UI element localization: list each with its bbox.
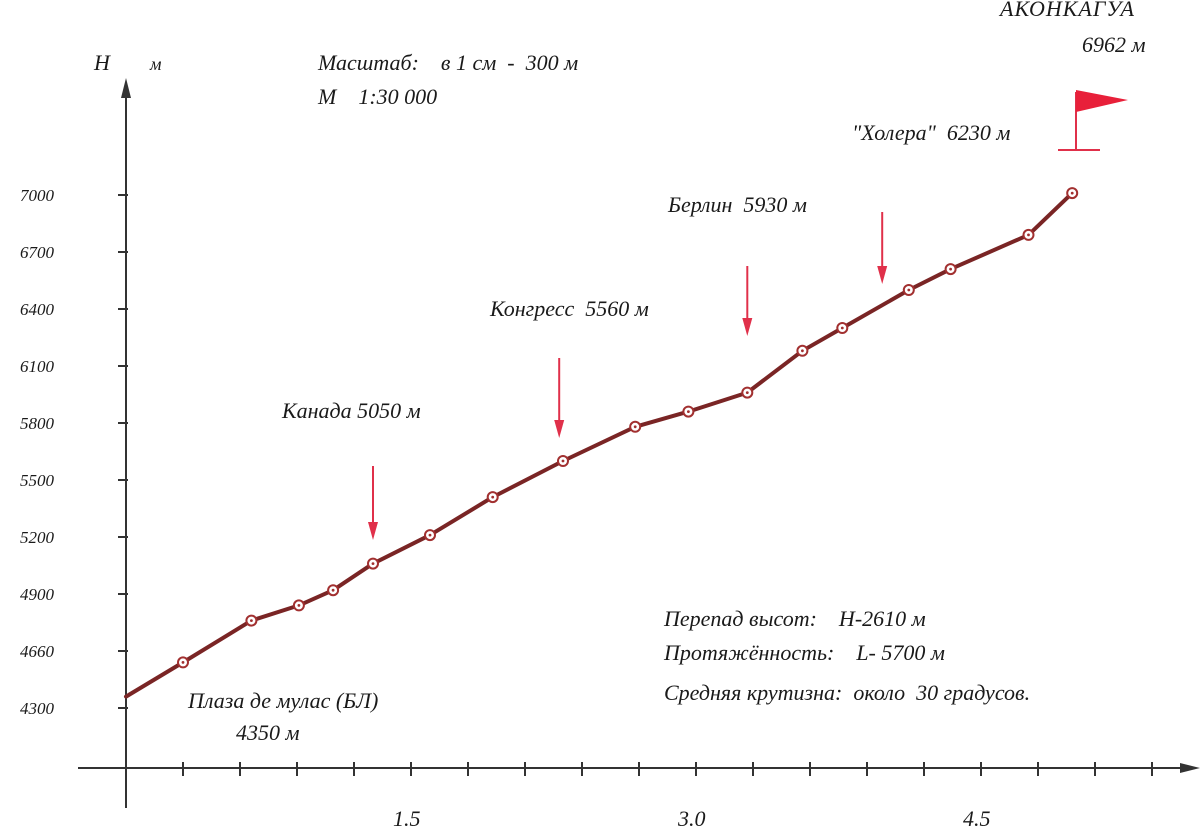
x-tick-label: 3.0 <box>677 806 706 831</box>
x-axis-arrowhead <box>1180 763 1200 773</box>
route-point-center <box>297 604 301 607</box>
route-point-center <box>687 410 690 413</box>
annotation-congress: Конгресс 5560 м <box>489 296 649 321</box>
x-ticks: 1.5 3.0 4.5 <box>182 762 1153 831</box>
route-point-center <box>1027 233 1030 237</box>
y-axis-arrowhead <box>121 78 131 98</box>
camp-arrow-head <box>877 266 888 284</box>
route-point-center <box>745 391 749 394</box>
route-point-center <box>371 562 375 565</box>
route-point-center <box>801 349 804 353</box>
camp-arrows <box>368 212 888 540</box>
annotation-cholera: "Холера" 6230 м <box>852 120 1010 145</box>
camp-arrow-head <box>742 318 753 336</box>
route-point-center <box>633 425 637 429</box>
stats-steepness: Средняя крутизна: около 30 градусов. <box>664 680 1030 705</box>
annotation-start-name: Плаза де мулас (БЛ) <box>187 688 378 713</box>
route-point-center <box>181 661 185 664</box>
summit-flag-icon <box>1076 90 1128 112</box>
y-tick-label: 4660 <box>20 642 55 661</box>
y-tick-label: 4900 <box>20 585 55 604</box>
route-point-center <box>428 533 432 537</box>
y-tick-label: 6700 <box>20 243 55 262</box>
y-axis-label: H <box>93 50 111 75</box>
route-point-center <box>331 588 335 592</box>
annotation-summit-name: АКОНКАГУА <box>998 0 1135 21</box>
route-point-center <box>907 288 911 292</box>
y-tick-label: 4300 <box>20 699 55 718</box>
x-tick-label: 4.5 <box>963 806 991 831</box>
scale-text: Масштаб: в 1 см - 300 м <box>317 50 578 75</box>
y-tick-label: 6400 <box>20 300 55 319</box>
y-ticks: 4300 4660 4900 5200 5500 5800 6100 6400 6700 7000 <box>20 186 128 718</box>
y-tick-label: 5800 <box>20 414 55 433</box>
annotation-start-altitude: 4350 м <box>236 720 300 745</box>
route-point-center <box>1070 191 1074 195</box>
route-points <box>177 187 1079 669</box>
route-point-center <box>949 267 952 271</box>
annotation-canada: Канада 5050 м <box>281 398 421 423</box>
route-point-center <box>561 459 565 463</box>
stats-elevation-gain: Перепад высот: Н-2610 м <box>663 606 926 631</box>
camp-arrow-head <box>554 420 565 438</box>
annotation-summit-altitude: 6962 м <box>1082 32 1146 57</box>
y-tick-label: 5200 <box>20 528 55 547</box>
route-line <box>124 191 1075 699</box>
route-point-center <box>491 495 495 499</box>
camp-arrow-head <box>368 522 378 540</box>
y-tick-label: 6100 <box>20 357 55 376</box>
stats-length: Протяжённость: L- 5700 м <box>663 640 945 665</box>
y-tick-label: 5500 <box>20 471 55 490</box>
route-point-center <box>840 326 844 330</box>
y-axis-unit: м <box>149 54 162 74</box>
y-tick-label: 7000 <box>20 186 55 205</box>
x-tick-label: 1.5 <box>393 806 421 831</box>
annotation-berlin: Берлин 5930 м <box>667 192 807 217</box>
ratio-text: М 1:30 000 <box>317 84 437 109</box>
route-point-center <box>250 619 253 622</box>
